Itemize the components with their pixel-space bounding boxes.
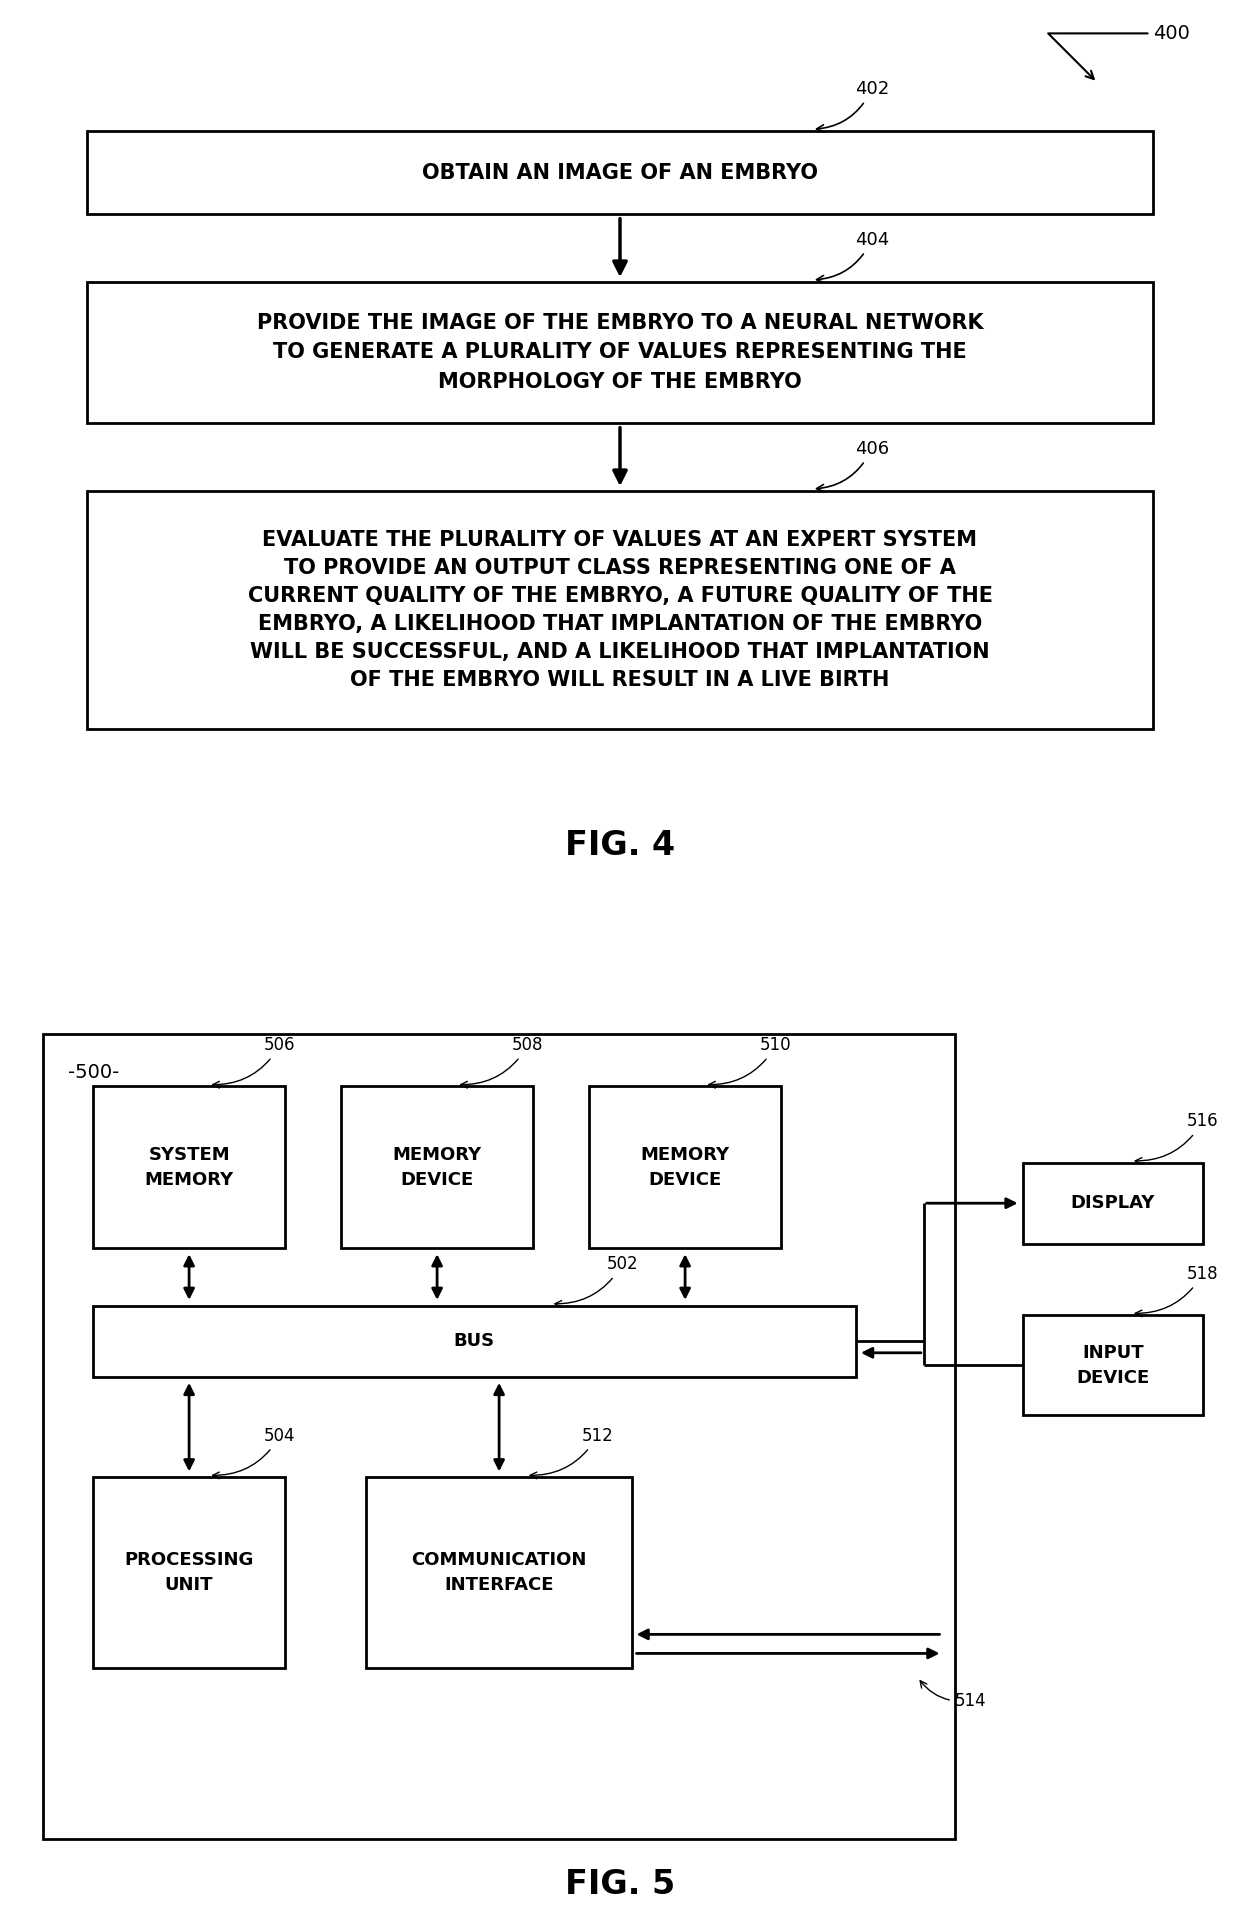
Text: SYSTEM
MEMORY: SYSTEM MEMORY	[145, 1145, 233, 1190]
Text: DISPLAY: DISPLAY	[1070, 1194, 1156, 1213]
Text: COMMUNICATION
INTERFACE: COMMUNICATION INTERFACE	[412, 1552, 587, 1594]
FancyBboxPatch shape	[341, 1086, 533, 1249]
Text: INPUT
DEVICE: INPUT DEVICE	[1076, 1344, 1149, 1386]
Text: EVALUATE THE PLURALITY OF VALUES AT AN EXPERT SYSTEM
TO PROVIDE AN OUTPUT CLASS : EVALUATE THE PLURALITY OF VALUES AT AN E…	[248, 529, 992, 689]
Text: 506: 506	[212, 1036, 295, 1088]
FancyBboxPatch shape	[43, 1034, 955, 1838]
Text: BUS: BUS	[454, 1332, 495, 1349]
Text: 400: 400	[1048, 23, 1190, 79]
FancyBboxPatch shape	[87, 281, 1153, 424]
Text: 510: 510	[708, 1036, 792, 1088]
Text: 502: 502	[554, 1255, 639, 1307]
Text: 516: 516	[1135, 1113, 1219, 1165]
Text: MEMORY
DEVICE: MEMORY DEVICE	[393, 1145, 481, 1190]
Text: PROVIDE THE IMAGE OF THE EMBRYO TO A NEURAL NETWORK
TO GENERATE A PLURALITY OF V: PROVIDE THE IMAGE OF THE EMBRYO TO A NEU…	[257, 312, 983, 393]
Text: FIG. 5: FIG. 5	[565, 1867, 675, 1900]
Text: 404: 404	[817, 231, 889, 283]
Text: 512: 512	[529, 1426, 614, 1478]
Text: 514: 514	[920, 1681, 987, 1709]
Text: -500-: -500-	[68, 1063, 119, 1082]
FancyBboxPatch shape	[93, 1305, 856, 1376]
Text: 508: 508	[460, 1036, 543, 1088]
FancyBboxPatch shape	[87, 491, 1153, 730]
Text: MEMORY
DEVICE: MEMORY DEVICE	[641, 1145, 729, 1190]
Text: FIG. 4: FIG. 4	[565, 830, 675, 862]
FancyBboxPatch shape	[589, 1086, 781, 1249]
Text: 406: 406	[817, 441, 889, 491]
FancyBboxPatch shape	[1023, 1163, 1203, 1244]
FancyBboxPatch shape	[93, 1086, 285, 1249]
Text: 518: 518	[1135, 1265, 1219, 1317]
FancyBboxPatch shape	[93, 1476, 285, 1667]
Text: OBTAIN AN IMAGE OF AN EMBRYO: OBTAIN AN IMAGE OF AN EMBRYO	[422, 162, 818, 183]
FancyBboxPatch shape	[1023, 1315, 1203, 1415]
Text: 504: 504	[212, 1426, 295, 1478]
Text: 402: 402	[817, 81, 889, 133]
Text: PROCESSING
UNIT: PROCESSING UNIT	[124, 1552, 254, 1594]
FancyBboxPatch shape	[87, 131, 1153, 214]
FancyBboxPatch shape	[366, 1476, 632, 1667]
